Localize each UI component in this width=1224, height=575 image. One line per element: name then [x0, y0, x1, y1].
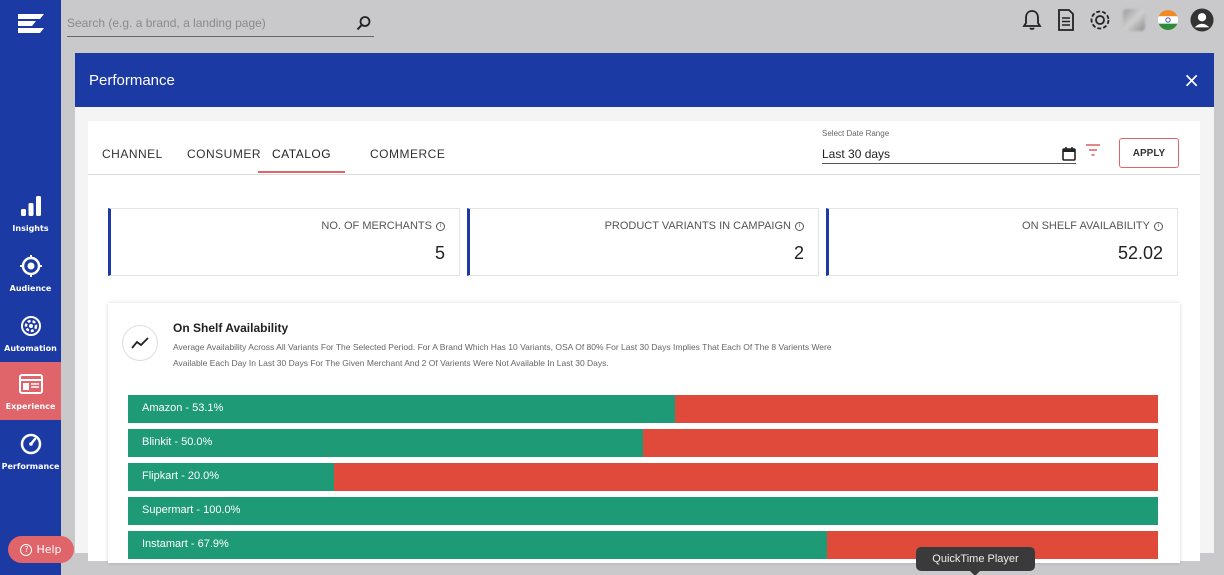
- osa-bar-label: Supermart - 100.0%: [142, 504, 241, 516]
- osa-card: On Shelf Availability Average Availabili…: [108, 303, 1180, 563]
- tab-consumer[interactable]: CONSUMER: [187, 147, 262, 161]
- osa-bar-amazon[interactable]: Amazon - 53.1%: [128, 395, 1158, 423]
- trend-line-icon: [122, 325, 158, 361]
- filter-icon[interactable]: [1086, 144, 1100, 156]
- info-icon[interactable]: i: [1154, 221, 1163, 231]
- modal-title: Performance: [89, 71, 175, 89]
- bell-icon[interactable]: [1020, 8, 1044, 32]
- search-input[interactable]: [67, 12, 347, 34]
- help-label: Help: [36, 543, 62, 556]
- osa-description: Average Availability Across All Variants…: [173, 339, 993, 371]
- stat-value: 2: [793, 243, 804, 263]
- osa-bar-fill: [128, 531, 828, 559]
- stat-title-wrap: NO. OF MERCHANTS i: [321, 220, 445, 232]
- stat-value: 52.02: [1117, 243, 1163, 263]
- osa-bar-label: Blinkit - 50.0%: [142, 436, 213, 448]
- tab-catalog[interactable]: CATALOG: [258, 147, 346, 173]
- bar-chart-icon: [19, 194, 43, 218]
- sidebar-item-label: Performance: [1, 461, 60, 471]
- catalog-panel: CHANNEL CONSUMER CATALOG COMMERCE Select…: [88, 121, 1200, 563]
- search-bar: [67, 12, 374, 37]
- sidebar-item-performance[interactable]: Performance: [0, 422, 61, 480]
- tab-channel[interactable]: CHANNEL: [102, 147, 163, 161]
- sidebar-item-label: Insights: [12, 223, 49, 233]
- top-icons: [1020, 8, 1214, 32]
- stat-title-wrap: PRODUCT VARIANTS IN CAMPAIGN i: [605, 220, 804, 232]
- osa-bar-fill: [128, 497, 1158, 525]
- brand-logo-icon[interactable]: [14, 10, 48, 36]
- close-icon[interactable]: ×: [1183, 68, 1200, 92]
- osa-bar-label: Flipkart - 20.0%: [142, 470, 220, 482]
- stat-title-wrap: ON SHELF AVAILABILITY i: [1022, 220, 1163, 232]
- tab-bar: CHANNEL CONSUMER CATALOG COMMERCE Select…: [88, 121, 1200, 175]
- sidebar-item-audience[interactable]: Audience: [0, 244, 61, 302]
- osa-title: On Shelf Availability: [173, 321, 289, 335]
- stat-title: ON SHELF AVAILABILITY: [1022, 220, 1150, 232]
- osa-bar-fill: [128, 395, 675, 423]
- osa-bar-label: Instamart - 67.9%: [142, 538, 229, 550]
- date-range-value: Last 30 days: [822, 146, 891, 161]
- sidebar-item-label: Audience: [9, 283, 52, 293]
- help-icon: ?: [20, 543, 33, 556]
- date-range-field[interactable]: Last 30 days: [822, 144, 1076, 164]
- osa-description-line: Average Availability Across All Variants…: [173, 342, 832, 352]
- stat-card-merchants: NO. OF MERCHANTS i 5: [108, 208, 460, 276]
- stat-card-on-shelf-availability: ON SHELF AVAILABILITY i 52.02: [826, 208, 1178, 276]
- stat-title: NO. OF MERCHANTS: [321, 220, 432, 232]
- performance-modal: Performance × CHANNEL CONSUMER CATALOG C…: [75, 53, 1214, 563]
- gear-icon[interactable]: [1088, 8, 1112, 32]
- sidebar-item-insights[interactable]: Insights: [0, 184, 61, 242]
- user-account-icon[interactable]: [1190, 8, 1214, 32]
- info-icon[interactable]: i: [436, 221, 445, 231]
- document-icon[interactable]: [1054, 8, 1078, 32]
- sidebar-item-experience[interactable]: Experience: [0, 362, 61, 420]
- help-button[interactable]: ? Help: [8, 536, 74, 563]
- osa-description-line: Available Each Day In Last 30 Days For T…: [173, 358, 609, 368]
- info-icon[interactable]: i: [795, 221, 804, 231]
- speedometer-icon: [19, 432, 43, 456]
- tab-commerce[interactable]: COMMERCE: [370, 147, 446, 161]
- stat-card-product-variants: PRODUCT VARIANTS IN CAMPAIGN i 2: [467, 208, 819, 276]
- date-range-picker: Select Date Range Last 30 days: [822, 129, 1076, 164]
- search-icon[interactable]: [356, 15, 372, 31]
- date-range-label: Select Date Range: [822, 129, 890, 138]
- modal-header: Performance ×: [75, 53, 1214, 107]
- browser-icon: [18, 372, 43, 396]
- india-flag-icon[interactable]: [1156, 8, 1180, 32]
- osa-bar-fill: [128, 463, 334, 491]
- osa-bar-flipkart[interactable]: Flipkart - 20.0%: [128, 463, 1158, 491]
- calendar-icon[interactable]: [1062, 146, 1076, 161]
- osa-bar-chart: Amazon - 53.1% Blinkit - 50.0% Flipkart - …: [128, 395, 1158, 565]
- stat-title: PRODUCT VARIANTS IN CAMPAIGN: [604, 220, 791, 232]
- stat-value: 5: [434, 243, 445, 263]
- sidebar-item-label: Experience: [5, 401, 56, 411]
- apply-button[interactable]: APPLY: [1119, 138, 1179, 168]
- osa-bar-blinkit[interactable]: Blinkit - 50.0%: [128, 429, 1158, 457]
- sidebar-item-label: Automation: [4, 343, 57, 353]
- osa-bar-label: Amazon - 53.1%: [142, 402, 224, 414]
- sidebar: Insights Audience Automation Experience …: [0, 0, 61, 575]
- osa-bar-fill: [128, 429, 643, 457]
- quicktime-tooltip: QuickTime Player: [916, 547, 1035, 575]
- gear-icon: [19, 314, 43, 338]
- osa-bar-supermart[interactable]: Supermart - 100.0%: [128, 497, 1158, 525]
- sidebar-item-automation[interactable]: Automation: [0, 304, 61, 362]
- target-icon: [19, 254, 43, 278]
- blurred-avatar-icon[interactable]: [1122, 8, 1146, 32]
